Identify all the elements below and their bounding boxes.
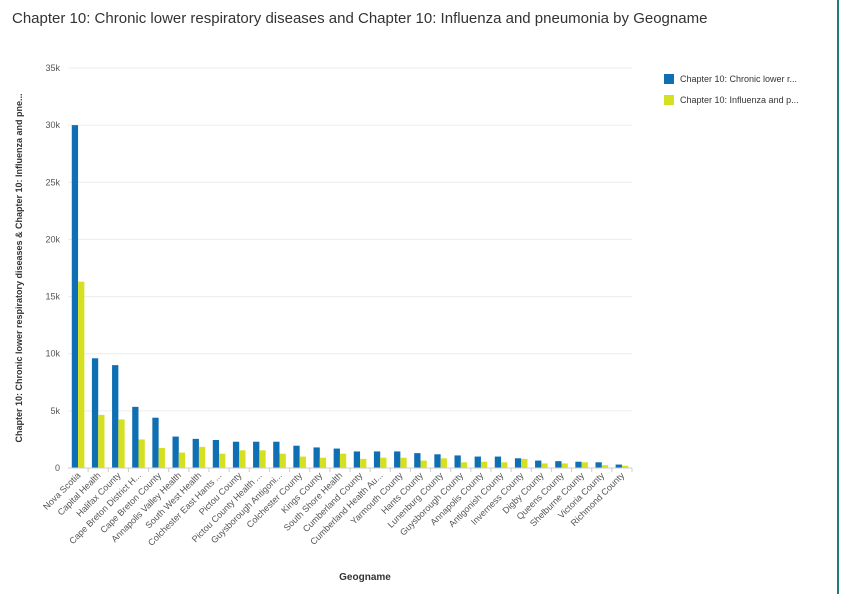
legend-item-2[interactable]: Chapter 10: Influenza and p...	[664, 89, 799, 110]
legend-swatch	[664, 94, 674, 105]
bar-series-1[interactable]	[192, 438, 199, 468]
bar-series-1[interactable]	[394, 451, 401, 468]
y-axis-label: Chapter 10: Chronic lower respiratory di…	[14, 93, 24, 442]
bar-series-2[interactable]	[138, 439, 145, 468]
y-axis-ticks: 0 5k 10k 15k 20k 25k 30k 35k	[45, 63, 60, 473]
bar-series-2[interactable]	[158, 448, 165, 468]
bar-series-2[interactable]	[219, 453, 226, 468]
bar-series-2[interactable]	[480, 461, 488, 468]
bar-series-1[interactable]	[575, 461, 582, 468]
bar-series-2[interactable]	[380, 457, 387, 468]
bar-series-2[interactable]	[299, 456, 306, 468]
bar-series-1[interactable]	[353, 451, 361, 468]
bar-series-2[interactable]	[279, 453, 286, 468]
bar-series-2[interactable]	[440, 458, 447, 468]
bar-series-1[interactable]	[91, 358, 99, 468]
chart-title: Chapter 10: Chronic lower respiratory di…	[12, 10, 708, 27]
bar-series-1[interactable]	[373, 451, 381, 468]
y-tick-label: 20k	[45, 234, 60, 244]
y-tick-label: 35k	[45, 63, 60, 73]
bar-series-2[interactable]	[319, 457, 327, 468]
bar-series-2[interactable]	[360, 458, 367, 468]
y-tick-label: 30k	[45, 120, 60, 130]
bar-series-1[interactable]	[132, 406, 139, 468]
bar-series-1[interactable]	[152, 417, 159, 468]
bar-series-1[interactable]	[253, 441, 260, 468]
bar-series-2[interactable]	[420, 460, 427, 468]
y-tick-label: 25k	[45, 177, 60, 187]
bar-series-1[interactable]	[474, 456, 481, 468]
bar-series-1[interactable]	[514, 458, 522, 468]
y-tick-label: 0	[55, 463, 60, 473]
bar-series-2[interactable]	[521, 458, 528, 468]
bar-series-1[interactable]	[615, 464, 622, 468]
bar-series-1[interactable]	[333, 448, 340, 468]
bar-series-2[interactable]	[501, 462, 508, 468]
legend-label: Chapter 10: Chronic lower r...	[680, 73, 798, 84]
bar-series-1[interactable]	[232, 441, 240, 468]
y-tick-label: 10k	[45, 349, 60, 359]
bar-series-2[interactable]	[460, 462, 468, 468]
bar-series-1[interactable]	[313, 447, 320, 468]
bar-series-1[interactable]	[112, 365, 119, 468]
bar-series-1[interactable]	[212, 440, 220, 468]
y-tick-label: 5k	[50, 406, 60, 416]
bar-series-2[interactable]	[581, 462, 588, 468]
bar-series-1[interactable]	[454, 455, 461, 468]
legend-item-1[interactable]: Chapter 10: Chronic lower r...	[664, 68, 799, 89]
bar-series-2[interactable]	[98, 414, 105, 468]
bar-series-2[interactable]	[601, 465, 609, 468]
bar-series-1[interactable]	[434, 454, 441, 468]
legend: Chapter 10: Chronic lower r... Chapter 1…	[664, 68, 799, 110]
bar-series-2[interactable]	[198, 446, 206, 468]
bar-series-1[interactable]	[293, 445, 300, 468]
panel-border	[837, 0, 839, 594]
bar-series-1[interactable]	[595, 462, 602, 468]
bar-series-2[interactable]	[621, 465, 629, 468]
legend-label: Chapter 10: Influenza and p...	[680, 94, 799, 105]
bar-series-2[interactable]	[561, 463, 568, 468]
bar-series-2[interactable]	[339, 453, 347, 468]
bar-series-2[interactable]	[239, 450, 246, 468]
x-axis-label: Geogname	[339, 572, 391, 583]
bar-series-2[interactable]	[259, 450, 266, 468]
y-tick-label: 15k	[45, 292, 60, 302]
bar-series-1[interactable]	[494, 456, 502, 468]
bar-series-1[interactable]	[71, 125, 79, 468]
bar-series-2[interactable]	[541, 463, 548, 468]
bar-series-1[interactable]	[273, 441, 280, 468]
bar-series-1[interactable]	[555, 461, 562, 468]
bar-series-1[interactable]	[414, 453, 421, 468]
bar-series-1[interactable]	[172, 436, 179, 468]
bar-series-2[interactable]	[178, 452, 186, 468]
bar-series-1[interactable]	[535, 460, 542, 468]
legend-swatch	[664, 73, 674, 84]
gridlines	[68, 67, 632, 412]
bar-series-2[interactable]	[118, 419, 125, 468]
bars	[71, 125, 629, 468]
bar-series-2[interactable]	[78, 281, 85, 468]
bar-series-2[interactable]	[400, 457, 407, 468]
